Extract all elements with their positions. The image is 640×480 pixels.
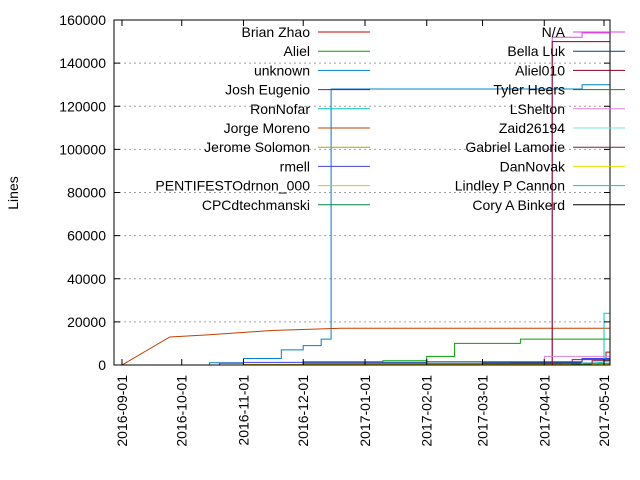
- legend-entry: RonNofar: [250, 101, 310, 117]
- y-axis-label: Lines: [5, 176, 21, 209]
- x-tick-label: 2017-03-01: [475, 375, 491, 447]
- x-tick-label: 2017-05-01: [596, 375, 612, 447]
- legend-entry: Cory A Binkerd: [472, 197, 565, 213]
- series-line: [114, 326, 610, 365]
- series-line: [114, 339, 610, 365]
- legend-entry: PENTIFESTOdrnon_000: [155, 178, 310, 194]
- legend-entry: Brian Zhao: [242, 24, 311, 40]
- y-tick-label: 100000: [59, 141, 106, 157]
- y-tick-label: 40000: [67, 271, 106, 287]
- legend-entry: Josh Eugenio: [225, 82, 310, 98]
- legend-entry: Jerome Solomon: [204, 139, 310, 155]
- axis-ticks: 0 20000 40000 60000 80000 100000 120000 140000 1…: [59, 12, 612, 447]
- y-tick-label: 140000: [59, 55, 106, 71]
- legend-entry: Gabriel Lamorie: [465, 139, 565, 155]
- legend-entry: Aliel: [284, 43, 310, 59]
- x-tick-label: 2016-12-01: [295, 375, 311, 447]
- legend-entry: DanNovak: [500, 158, 566, 174]
- series-line: [114, 312, 610, 365]
- series-line: [114, 363, 610, 365]
- x-tick-label: 2016-09-01: [114, 375, 130, 447]
- series-line: [114, 337, 610, 365]
- series-line: [114, 32, 610, 365]
- legend: Brian Zhao Aliel unknown Josh Eugenio RonNof…: [155, 24, 625, 213]
- legend-entry: CPCdtechmanski: [202, 197, 310, 213]
- legend-entry: Lindley P Cannon: [455, 178, 565, 194]
- x-tick-label: 2017-01-01: [357, 375, 373, 447]
- legend-entry: rmell: [280, 158, 310, 174]
- y-tick-label: 0: [98, 357, 106, 373]
- legend-entry: unknown: [254, 62, 310, 78]
- y-tick-label: 80000: [67, 185, 106, 201]
- legend-entry: Bella Luk: [507, 43, 566, 59]
- legend-entry: Tyler Heers: [493, 82, 565, 98]
- y-tick-label: 120000: [59, 98, 106, 114]
- legend-entry: N/A: [542, 24, 566, 40]
- legend-entry: Zaid26194: [499, 120, 565, 136]
- series-line: [114, 327, 610, 365]
- y-tick-label: 20000: [67, 314, 106, 330]
- x-tick-label: 2017-02-01: [419, 375, 435, 447]
- series-line: [114, 349, 610, 365]
- series-line: [114, 360, 610, 365]
- series-line: [114, 361, 610, 365]
- y-tick-label: 160000: [59, 12, 106, 28]
- legend-entry: Jorge Moreno: [224, 120, 311, 136]
- series-line: [114, 41, 610, 365]
- x-tick-label: 2017-04-01: [536, 375, 552, 447]
- x-tick-label: 2016-11-01: [235, 375, 251, 446]
- y-tick-label: 60000: [67, 228, 106, 244]
- x-tick-label: 2016-10-01: [174, 375, 190, 447]
- legend-entry: LShelton: [510, 101, 565, 117]
- legend-entry: Aliel010: [515, 62, 565, 78]
